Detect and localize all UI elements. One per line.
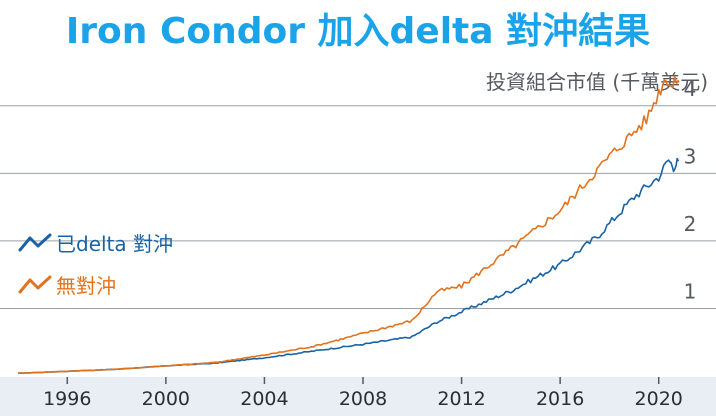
series-line [17,157,680,375]
x-tick-label: 2012 [437,388,485,410]
legend-item-hedged: 已delta 對沖 [18,228,173,257]
y-tick-label: 2 [684,212,697,236]
x-tick-label: 2016 [536,388,584,410]
x-axis-band [0,377,716,416]
x-tick-label: 2008 [339,388,387,410]
x-tick-label: 1996 [43,388,91,410]
x-tick-label: 2004 [240,388,288,410]
legend-item-unhedged: 無對沖 [18,270,116,299]
line-symbol-icon [18,275,52,293]
y-tick-label: 3 [684,144,697,168]
line-symbol-icon [18,233,52,251]
y-tick-label: 4 [684,77,697,101]
legend-label-hedged: 已delta 對沖 [56,232,174,256]
x-tick-label: 2000 [142,388,190,410]
y-axis-label: 投資組合市值 (千萬美元) [486,70,708,94]
chart-title: Iron Condor 加入delta 對沖結果 [65,11,651,52]
legend-label-unhedged: 無對沖 [56,274,116,298]
y-tick-label: 1 [684,279,697,303]
series-line [17,75,680,375]
x-tick-label: 2020 [635,388,683,410]
